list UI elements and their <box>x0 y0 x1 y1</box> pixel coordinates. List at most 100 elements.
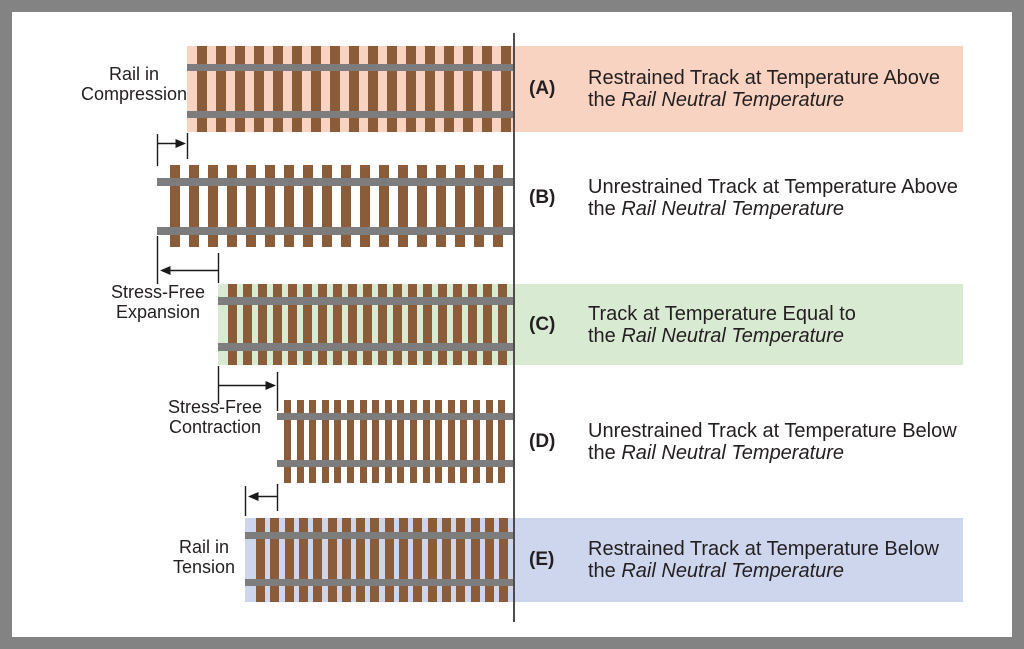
railroad-tie <box>197 46 207 132</box>
railroad-tie <box>456 518 466 602</box>
railroad-tie <box>379 165 389 247</box>
rail <box>157 178 513 186</box>
label-line: Contraction <box>168 417 262 437</box>
railroad-tie <box>455 165 465 247</box>
railroad-tie <box>473 400 480 483</box>
railroad-tie <box>447 400 455 483</box>
track-a <box>187 46 513 132</box>
railroad-tie <box>356 518 366 602</box>
rail <box>218 297 513 305</box>
description-line-2-italic: Rail Neutral Temperature <box>621 441 845 464</box>
arrowhead-left-de <box>248 492 259 501</box>
arrowhead-left-bc <box>160 266 171 275</box>
railroad-tie <box>313 518 323 602</box>
railroad-tie <box>288 284 297 365</box>
railroad-tie <box>384 518 394 602</box>
railroad-tie <box>360 165 370 247</box>
description-line-2-italic: Rail Neutral Temperature <box>621 560 845 582</box>
description-line-1: Restrained Track at Temperature Above <box>588 67 941 89</box>
description-line-2-plain: the <box>588 198 622 220</box>
railroad-tie <box>423 284 432 365</box>
row-description-text-a: Restrained Track at Temperature Above th… <box>588 67 940 111</box>
row-letter-c: (C) <box>529 313 556 335</box>
description-line-2: the Rail Neutral Temperature <box>588 442 957 464</box>
description-line-2-italic: Rail Neutral Temperature <box>621 324 845 347</box>
railroad-tie <box>330 46 340 132</box>
railroad-tie <box>273 46 283 132</box>
railroad-tie <box>254 46 264 132</box>
railroad-tie <box>387 46 397 132</box>
railroad-tie <box>474 165 484 247</box>
railroad-tie <box>322 165 332 247</box>
railroad-tie <box>427 518 437 602</box>
railroad-tie <box>370 518 380 602</box>
rail <box>218 343 513 351</box>
reference-line <box>513 33 515 622</box>
arrowhead-right-ab <box>175 139 186 148</box>
railroad-tie <box>436 165 446 247</box>
description-line-1: Unrestrained Track at Temperature Below <box>588 419 957 442</box>
row-description-e: (E) Restrained Track at Temperature Belo… <box>529 518 963 602</box>
railroad-tie <box>422 400 430 483</box>
railroad-tie <box>334 400 342 483</box>
railroad-tie <box>303 284 312 365</box>
railroad-tie <box>284 165 294 247</box>
railroad-tie <box>501 46 511 132</box>
railroad-tie <box>408 284 417 365</box>
railroad-tie <box>435 400 443 483</box>
label-line: Stress-Free <box>167 397 263 417</box>
description-line-1: Track at Temperature Equal to <box>588 302 856 325</box>
railroad-tie <box>341 518 351 602</box>
row-description-text-e: Restrained Track at Temperature Below th… <box>588 538 939 582</box>
railroad-tie <box>484 518 494 602</box>
rail <box>187 64 513 71</box>
railroad-tie <box>296 400 304 483</box>
row-description-text-d: Unrestrained Track at Temperature Below … <box>588 420 957 464</box>
railroad-tie <box>208 165 218 247</box>
railroad-tie <box>246 165 256 247</box>
rail <box>277 460 513 467</box>
railroad-tie <box>397 400 405 483</box>
railroad-tie <box>243 284 252 365</box>
track-e <box>245 518 513 602</box>
railroad-tie <box>270 518 280 602</box>
railroad-tie <box>321 400 329 483</box>
railroad-tie <box>311 46 321 132</box>
description-line-1: Restrained Track at Temperature Below <box>588 538 939 560</box>
railroad-tie <box>498 400 506 483</box>
label-stress-free-expansion: Stress-Free Expansion <box>58 282 258 322</box>
railroad-tie <box>384 400 392 483</box>
railroad-tie <box>368 46 378 132</box>
railroad-tie <box>273 284 282 365</box>
railroad-tie <box>318 284 327 365</box>
railroad-tie <box>499 518 509 602</box>
label-line: Compression <box>80 84 188 104</box>
label-rail-in-compression: Rail in Compression <box>34 64 234 104</box>
railroad-tie <box>341 165 351 247</box>
railroad-tie <box>444 46 454 132</box>
track-d <box>277 400 513 483</box>
row-letter-b: (B) <box>529 187 556 208</box>
rail <box>277 413 513 420</box>
railroad-tie <box>468 284 477 365</box>
row-letter-e: (E) <box>529 549 555 570</box>
row-description-c: (C) Track at Temperature Equal to the Ra… <box>529 284 963 365</box>
arrowhead-right-cd <box>265 381 276 390</box>
railroad-tie <box>378 284 387 365</box>
track-c <box>218 284 513 365</box>
description-line-2: the Rail Neutral Temperature <box>588 560 939 582</box>
label-line: Tension <box>172 557 236 577</box>
railroad-tie <box>349 46 359 132</box>
description-line-2-italic: Rail Neutral Temperature <box>621 198 845 220</box>
railroad-tie <box>216 46 226 132</box>
railroad-tie <box>498 284 507 365</box>
label-line: Expansion <box>115 302 201 322</box>
railroad-tie <box>463 46 473 132</box>
railroad-tie <box>398 165 408 247</box>
railroad-tie <box>292 46 302 132</box>
rail <box>187 111 513 118</box>
railroad-tie <box>189 165 199 247</box>
railroad-tie <box>399 518 408 602</box>
label-line: Rail in <box>178 537 230 557</box>
